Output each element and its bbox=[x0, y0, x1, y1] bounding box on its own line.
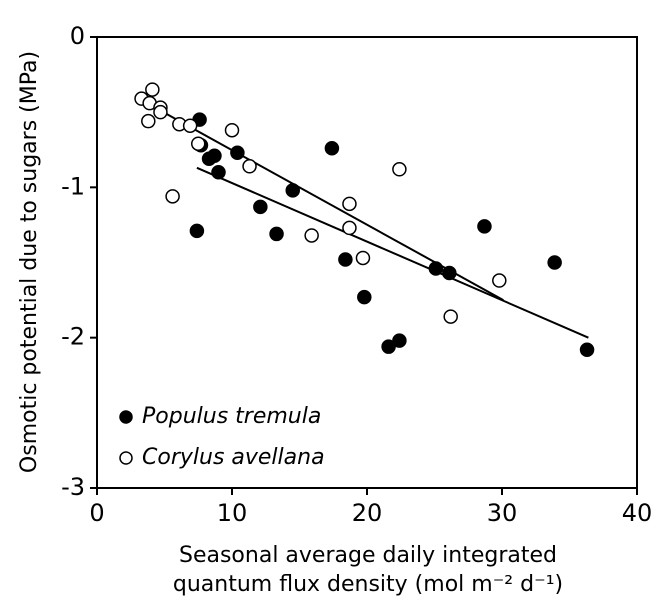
trend-line bbox=[141, 99, 504, 301]
y-tick-label: -2 bbox=[61, 323, 85, 351]
x-tick-label: 20 bbox=[352, 499, 383, 527]
point bbox=[211, 165, 226, 180]
point bbox=[304, 228, 319, 243]
y-tick-label: -3 bbox=[61, 473, 85, 501]
point bbox=[145, 82, 160, 97]
point bbox=[224, 122, 240, 138]
point bbox=[428, 261, 444, 276]
y-tick-label: -1 bbox=[61, 172, 85, 200]
point bbox=[392, 162, 407, 177]
point bbox=[269, 226, 284, 242]
y-tick-label: 0 bbox=[70, 22, 85, 50]
point bbox=[324, 140, 340, 156]
trend-line bbox=[196, 166, 589, 339]
y-axis-label: Osmotic potential due to sugars (MPa) bbox=[17, 51, 42, 473]
point bbox=[579, 342, 595, 357]
point bbox=[342, 196, 357, 212]
legend-label: Populus tremula bbox=[142, 404, 321, 429]
point bbox=[547, 255, 562, 270]
point bbox=[153, 104, 168, 120]
legend-marker bbox=[119, 410, 133, 424]
point bbox=[357, 289, 372, 305]
point bbox=[342, 220, 357, 236]
x-tick-label: 10 bbox=[217, 499, 248, 527]
point bbox=[191, 136, 206, 151]
legend-label: Corylus avellana bbox=[142, 445, 325, 470]
point bbox=[165, 189, 180, 204]
x-tick-label: 30 bbox=[487, 499, 518, 527]
point bbox=[338, 252, 353, 267]
point bbox=[392, 333, 407, 348]
point bbox=[182, 118, 198, 133]
point bbox=[381, 339, 396, 354]
point bbox=[207, 148, 222, 164]
point bbox=[355, 250, 371, 266]
x-axis-label: Seasonal average daily integrated bbox=[179, 543, 557, 568]
point bbox=[189, 223, 205, 239]
point bbox=[253, 199, 268, 215]
point bbox=[477, 219, 492, 234]
point bbox=[443, 309, 458, 324]
x-axis-label: quantum flux density (mol m⁻² d⁻¹) bbox=[173, 572, 563, 597]
point bbox=[492, 273, 507, 288]
point bbox=[141, 113, 156, 129]
x-tick-label: 0 bbox=[89, 499, 104, 527]
legend-marker bbox=[119, 451, 133, 465]
point bbox=[242, 159, 257, 174]
x-tick-label: 40 bbox=[622, 499, 653, 527]
